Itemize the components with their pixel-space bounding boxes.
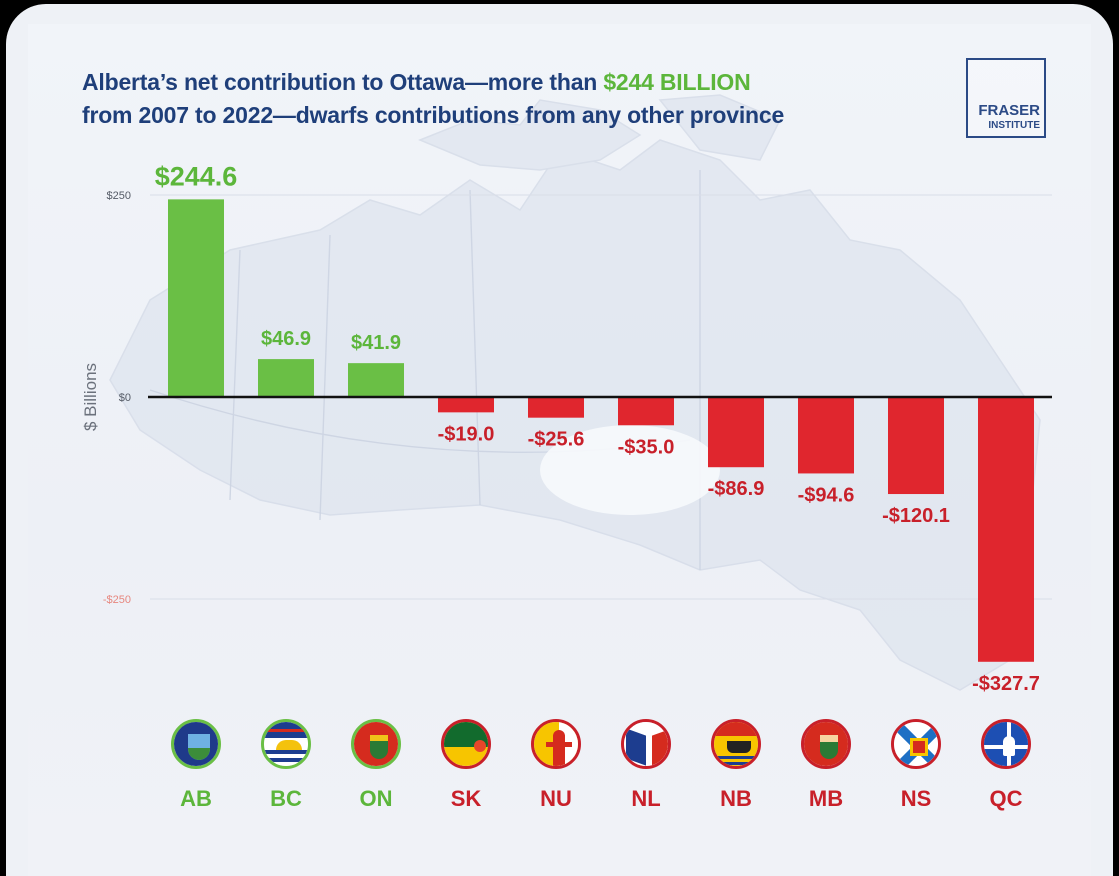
newfoundland-flag-icon [621, 719, 671, 769]
bar [618, 397, 674, 426]
data-label: -$19.0 [438, 423, 495, 445]
bar [348, 363, 404, 397]
fraser-institute-logo: FRASER INSTITUTE [966, 58, 1046, 138]
data-label: -$86.9 [708, 478, 765, 500]
data-label: -$327.7 [972, 673, 1040, 695]
data-label: $41.9 [351, 332, 401, 354]
bar [168, 199, 224, 397]
x-tick-label: BC [270, 786, 302, 811]
british-columbia-flag-icon [261, 719, 311, 769]
bar [438, 397, 494, 413]
y-tick-label: -$250 [103, 594, 131, 606]
x-tick-label: NS [900, 786, 932, 811]
x-tick-label: NU [540, 786, 572, 811]
saskatchewan-flag-icon [441, 719, 491, 769]
bar [798, 397, 854, 474]
data-label: $244.6 [155, 161, 238, 191]
data-label: $46.9 [261, 328, 311, 350]
y-tick-label: $250 [107, 190, 131, 202]
x-tick-label: MB [808, 786, 844, 811]
ontario-flag-icon [351, 719, 401, 769]
data-label: -$94.6 [798, 484, 855, 506]
alberta-flag-icon [171, 719, 221, 769]
x-tick-label: SK [450, 786, 482, 811]
title-line1-text: Alberta’s net contribution to Ottawa—mor… [82, 69, 604, 95]
chart-title: Alberta’s net contribution to Ottawa—mor… [82, 66, 942, 132]
manitoba-flag-icon [801, 719, 851, 769]
quebec-flag-icon [981, 719, 1031, 769]
title-highlight: $244 BILLION [603, 69, 751, 95]
y-tick-label: $0 [119, 392, 131, 404]
data-label: -$35.0 [618, 436, 675, 458]
nova-scotia-flag-icon [891, 719, 941, 769]
bar [258, 359, 314, 397]
x-tick-label: AB [180, 786, 212, 811]
x-tick-label: NB [720, 786, 752, 811]
nunavut-flag-icon [531, 719, 581, 769]
bar [888, 397, 944, 495]
x-tick-label: QC [989, 786, 1023, 811]
logo-line1: FRASER [978, 102, 1040, 119]
data-label: -$25.6 [528, 429, 585, 451]
bar [708, 397, 764, 468]
x-tick-label: NL [631, 786, 661, 811]
x-tick-label: ON [359, 786, 393, 811]
title-line2-text: from 2007 to 2022—dwarfs contributions f… [82, 102, 785, 128]
data-label: -$120.1 [882, 505, 950, 527]
bar [528, 397, 584, 418]
logo-line2: INSTITUTE [988, 120, 1040, 131]
y-axis-label: $ Billions [81, 363, 100, 431]
new-brunswick-flag-icon [711, 719, 761, 769]
bar [978, 397, 1034, 662]
